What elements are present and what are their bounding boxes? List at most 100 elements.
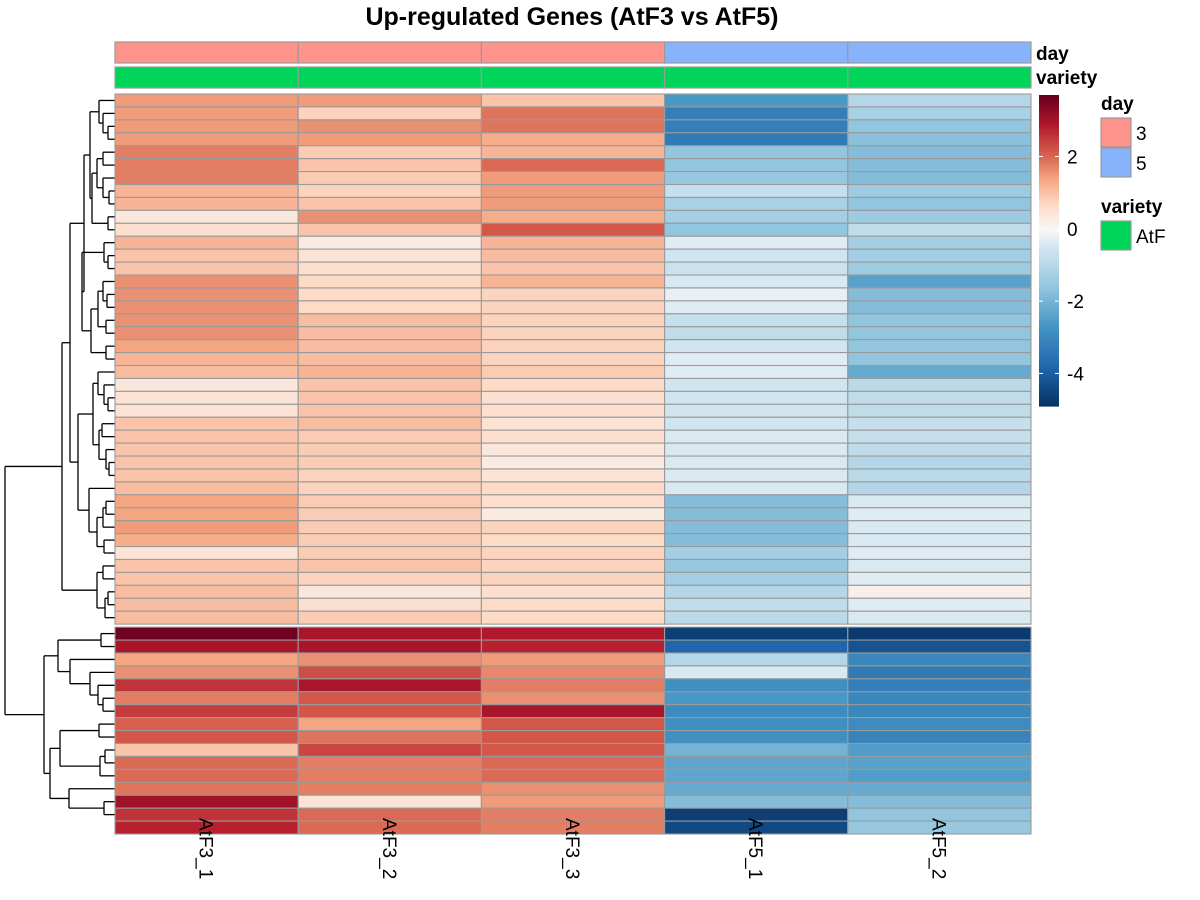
heatmap-cell-r7-c2: [297, 171, 482, 186]
heatmap-cell-r13-c4: [664, 248, 849, 263]
heatmap-cell-r6-c2: [297, 158, 482, 173]
heatmap-cell-r26-c1: [114, 416, 299, 431]
heatmap-cell-r24-c3: [480, 390, 666, 405]
heatmap-cell-r51-c3: [480, 742, 666, 757]
heatmap-cell-r40-c1: [114, 597, 299, 612]
colorbar-tick-label: -4: [1067, 364, 1084, 385]
colorbar-segment: [1039, 224, 1059, 228]
heatmap-cell-r3-c1: [114, 119, 299, 134]
colorbar-segment: [1039, 356, 1059, 360]
heatmap-cell-r14-c4: [664, 261, 849, 276]
heatmap-cell-r43-c1: [114, 639, 299, 654]
colorbar-segment: [1039, 172, 1059, 176]
heatmap-cell-r44-c3: [480, 652, 666, 667]
heatmap-cell-r34-c4: [664, 520, 849, 535]
heatmap-cell-r33-c5: [847, 507, 1032, 522]
colorbar-segment: [1039, 164, 1059, 169]
heatmap-cell-r22-c5: [847, 364, 1032, 380]
colorbar-segment: [1039, 328, 1059, 332]
heatmap-cell-r5-c1: [114, 145, 299, 160]
colorbar-segment: [1039, 398, 1059, 402]
heatmap-cell-r20-c1: [114, 339, 299, 354]
colorbar-segment: [1039, 113, 1059, 117]
colorbar-segment: [1039, 118, 1059, 122]
colorbar-segment: [1039, 284, 1059, 288]
heatmap-cell-r44-c2: [297, 652, 482, 667]
heatmap-cell-r1-c2: [297, 93, 482, 108]
colorbar-segment: [1039, 286, 1059, 290]
heatmap-cell-r10-c2: [297, 209, 482, 224]
colorbar-segment: [1039, 247, 1059, 252]
heatmap-cell-r3-c3: [480, 119, 666, 134]
heatmap-cell-r51-c2: [297, 742, 482, 757]
heatmap-cell-r35-c3: [480, 533, 666, 548]
heatmap-cell-r45-c1: [114, 665, 299, 680]
heatmap-cell-r28-c2: [297, 442, 482, 457]
legend-title-variety: variety: [1101, 197, 1163, 218]
colorbar-segment: [1039, 291, 1059, 296]
colorbar-segment: [1039, 380, 1059, 384]
heatmap-cell-r2-c5: [847, 106, 1032, 121]
heatmap-cell-r18-c1: [114, 313, 299, 328]
colorbar-segment: [1039, 95, 1059, 99]
colorbar-segment: [1039, 364, 1059, 368]
heatmap-cell-r32-c4: [664, 494, 849, 509]
heatmap-cell-r20-c3: [480, 339, 666, 354]
colorbar-segment: [1039, 221, 1059, 226]
heatmap-cell-r35-c4: [664, 533, 849, 548]
heatmap-cell-r1-c1: [114, 93, 299, 108]
heatmap-cell-r5-c4: [664, 145, 849, 160]
heatmap-cell-r55-c2: [297, 794, 482, 809]
heatmap-cell-r45-c2: [297, 665, 482, 680]
heatmap-cell-r47-c1: [114, 691, 299, 706]
colorbar-segment: [1039, 97, 1059, 101]
colorbar-segment: [1039, 190, 1059, 195]
heatmap-cell-r1-c3: [480, 93, 666, 108]
heatmap-cell-r5-c3: [480, 145, 666, 160]
colorbar-segment: [1039, 133, 1059, 138]
heatmap-cell-r8-c2: [297, 183, 482, 198]
heatmap-cell-r39-c4: [664, 584, 849, 599]
heatmap-cell-r29-c4: [664, 455, 849, 470]
heatmap-cell-r24-c5: [847, 390, 1032, 405]
colorbar-segment: [1039, 297, 1059, 301]
heatmap-cell-r19-c2: [297, 326, 482, 341]
heatmap-cell-r37-c3: [480, 558, 666, 573]
colorbar-segment: [1039, 271, 1059, 275]
heatmap-cell-r32-c5: [847, 494, 1032, 509]
heatmap-cell-r16-c4: [664, 287, 849, 302]
colorbar-segment: [1039, 390, 1059, 394]
colorbar-segment: [1039, 216, 1059, 220]
column-label-5: AtF5_2: [927, 818, 948, 879]
colorbar-segment: [1039, 214, 1059, 218]
colorbar-segment: [1039, 162, 1059, 166]
heatmap-cell-r24-c2: [297, 390, 482, 405]
heatmap-cell-r54-c1: [114, 781, 299, 796]
colorbar-segment: [1039, 323, 1059, 327]
heatmap-cell-r9-c4: [664, 196, 849, 211]
colorbar-segment: [1039, 361, 1059, 366]
heatmap-cell-r41-c1: [114, 610, 299, 625]
heatmap-cell-r34-c5: [847, 520, 1032, 535]
heatmap-cell-r52-c3: [480, 755, 666, 770]
heatmap-cell-r49-c4: [664, 717, 849, 732]
heatmap-cell-r24-c1: [114, 390, 299, 405]
heatmap-cell-r18-c3: [480, 313, 666, 328]
colorbar-segment: [1039, 102, 1059, 106]
heatmap-cell-r39-c5: [847, 584, 1032, 599]
column-label-4: AtF5_1: [744, 818, 765, 879]
heatmap-cell-r40-c4: [664, 597, 849, 612]
colorbar-segment: [1039, 333, 1059, 337]
annotation-cell-variety-5: [847, 66, 1032, 89]
heatmap-cell-r21-c1: [114, 352, 299, 367]
colorbar-tick-label: 0: [1067, 220, 1078, 241]
colorbar-segment: [1039, 343, 1059, 347]
column-label-3: AtF3_3: [561, 818, 582, 879]
colorbar-segment: [1039, 369, 1059, 373]
heatmap-cell-r32-c1: [114, 494, 299, 509]
heatmap-cell-r29-c3: [480, 455, 666, 470]
heatmap-cell-r22-c4: [664, 364, 849, 380]
colorbar-segment: [1039, 141, 1059, 145]
chart-title: Up-regulated Genes (AtF3 vs AtF5): [365, 3, 778, 31]
heatmap-cell-r51-c5: [847, 742, 1032, 757]
